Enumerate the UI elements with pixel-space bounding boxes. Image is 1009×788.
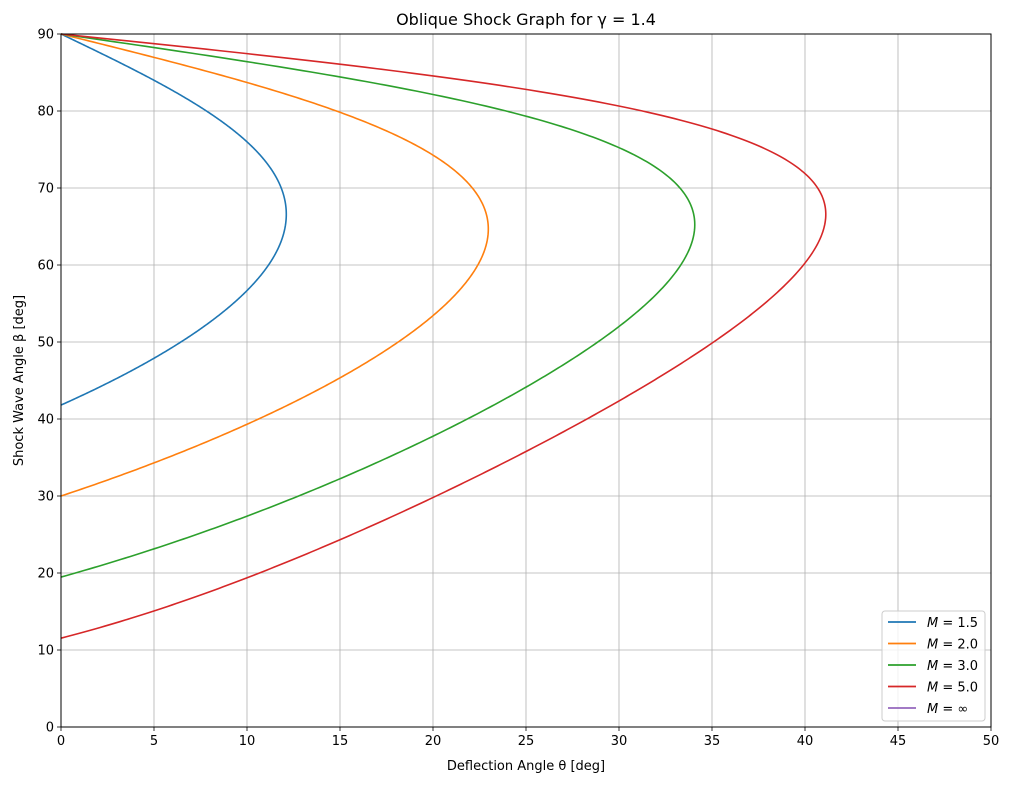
x-tick-label: 5	[150, 734, 158, 749]
legend-entries: M = 1.5 M = 2.0 M = 3.0 M = 5.0 M = ∞	[888, 616, 978, 717]
tick-layer: 0 5 10 15 20 25 30 35 40 45 50 0 10 20 30 40 50 60 70 80 90	[37, 28, 999, 750]
x-tick-label: 10	[239, 734, 256, 749]
x-axis-label: Deflection Angle θ [deg]	[447, 759, 605, 774]
x-tick-label: 0	[57, 734, 65, 749]
x-tick-label: 35	[704, 734, 721, 749]
series-layer	[60, 33, 827, 639]
legend: M = 1.5 M = 2.0 M = 3.0 M = 5.0 M = ∞	[881, 610, 986, 722]
y-tick-label: 20	[37, 567, 54, 582]
y-tick-label: 70	[37, 182, 54, 197]
series-line	[60, 33, 696, 578]
x-tick-label: 45	[890, 734, 907, 749]
y-tick-label: 0	[46, 721, 54, 736]
x-tick-label: 50	[983, 734, 1000, 749]
y-tick-label: 50	[37, 336, 54, 351]
x-tick-label: 15	[332, 734, 349, 749]
y-tick-label: 90	[37, 28, 54, 43]
x-tick-label: 20	[425, 734, 442, 749]
legend-label: M = ∞	[927, 702, 968, 717]
y-tick-label: 10	[37, 644, 54, 659]
y-axis-label: Shock Wave Angle β [deg]	[12, 295, 27, 466]
y-tick-label: 40	[37, 413, 54, 428]
x-tick-label: 40	[797, 734, 814, 749]
y-tick-label: 80	[37, 105, 54, 120]
chart-title: Oblique Shock Graph for γ = 1.4	[396, 10, 656, 29]
series-line	[60, 33, 827, 639]
legend-label: M = 5.0	[927, 681, 978, 696]
series-line	[60, 33, 490, 497]
legend-label: M = 2.0	[927, 638, 978, 653]
x-tick-label: 30	[611, 734, 628, 749]
legend-label: M = 1.5	[927, 616, 978, 631]
x-tick-label: 25	[518, 734, 535, 749]
legend-label: M = 3.0	[927, 659, 978, 674]
series-line	[60, 33, 288, 406]
y-tick-label: 30	[37, 490, 54, 505]
legend-box	[881, 610, 986, 722]
y-tick-label: 60	[37, 259, 54, 274]
